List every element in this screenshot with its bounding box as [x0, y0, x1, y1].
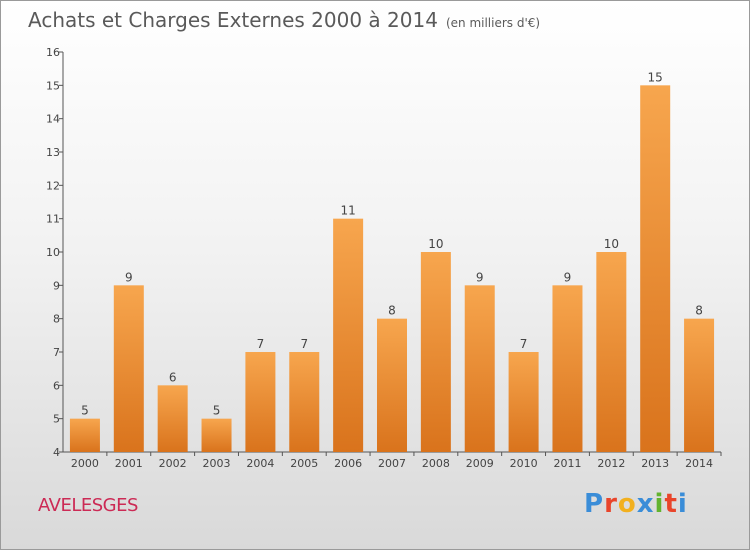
x-tick-label-2010: 2010 — [510, 457, 538, 470]
brand-letter: o — [617, 489, 637, 519]
chart-title: Achats et Charges Externes 2000 à 2014 (e… — [28, 8, 540, 32]
x-tick-label-2004: 2004 — [246, 457, 274, 470]
y-tick-label: 8 — [53, 313, 60, 326]
brand-letter: t — [664, 489, 678, 519]
y-tick-label: 10 — [46, 246, 60, 259]
x-tick-label-2000: 2000 — [71, 457, 99, 470]
bar-2007[interactable] — [377, 318, 407, 452]
brand-letter: i — [677, 489, 688, 519]
x-tick-label-2007: 2007 — [378, 457, 406, 470]
proxiti-logo[interactable]: Proxiti — [584, 489, 688, 519]
bars: 5 9 6 5 7 7 11 8 10 9 7 9 10 15 8 — [69, 70, 715, 452]
bar-2004[interactable] — [245, 352, 276, 452]
data-label-2003: 5 — [213, 404, 221, 418]
x-tick-label-2009: 2009 — [466, 457, 494, 470]
brand-letter: r — [604, 489, 618, 519]
bar-2011[interactable] — [552, 285, 583, 452]
data-label-2006: 11 — [340, 204, 355, 218]
data-label-2011: 9 — [564, 270, 572, 284]
commune-name: AVELESGES — [38, 495, 138, 516]
x-tick-label-2006: 2006 — [334, 457, 362, 470]
y-tick-label: 12 — [46, 179, 60, 192]
x-tick-label-2012: 2012 — [597, 457, 625, 470]
bar-2014[interactable] — [684, 318, 715, 452]
data-label-2008: 10 — [428, 237, 443, 251]
y-tick-label: 7 — [53, 346, 60, 359]
chart-subtitle: (en milliers d'€) — [445, 16, 541, 30]
data-label-2000: 5 — [81, 404, 89, 418]
y-tick-label: 11 — [46, 213, 60, 226]
chart-title-text: Achats et Charges Externes 2000 à 2014 — [28, 8, 438, 32]
bar-2013[interactable] — [640, 85, 671, 452]
data-label-2005: 7 — [300, 337, 308, 351]
bar-2008[interactable] — [420, 252, 451, 452]
x-tick-label-2001: 2001 — [115, 457, 143, 470]
data-label-2010: 7 — [520, 337, 528, 351]
data-label-2014: 8 — [695, 304, 703, 318]
y-tick-label: 9 — [53, 279, 60, 292]
data-label-2013: 15 — [648, 70, 663, 84]
bar-2002[interactable] — [157, 385, 188, 452]
x-axis-ticks: 2000 2001 2002 2003 2004 2005 2006 2007 2008 2009… — [71, 452, 722, 470]
x-tick-label-2003: 2003 — [203, 457, 231, 470]
bar-2012[interactable] — [596, 252, 627, 452]
y-tick-label: 4 — [53, 446, 60, 459]
x-tick-label-2008: 2008 — [422, 457, 450, 470]
brand-letter: P — [584, 489, 605, 519]
bar-2009[interactable] — [464, 285, 495, 452]
y-tick-label: 5 — [53, 413, 60, 426]
y-tick-label: 6 — [53, 379, 60, 392]
data-label-2012: 10 — [604, 237, 619, 251]
data-label-2001: 9 — [125, 270, 133, 284]
data-label-2009: 9 — [476, 270, 484, 284]
bar-2005[interactable] — [289, 352, 320, 452]
data-label-2007: 8 — [388, 304, 396, 318]
brand-letter: x — [636, 489, 655, 519]
bar-2010[interactable] — [508, 352, 539, 452]
bar-2003[interactable] — [201, 418, 232, 452]
x-tick-label-2014: 2014 — [685, 457, 713, 470]
data-label-2002: 6 — [169, 370, 177, 384]
x-tick-label-2005: 2005 — [290, 457, 318, 470]
data-label-2004: 7 — [257, 337, 265, 351]
y-tick-label: 13 — [46, 146, 60, 159]
y-tick-label: 16 — [46, 46, 60, 59]
y-axis-ticks: 4 5 6 7 8 9 10 11 12 13 14 15 16 — [46, 46, 63, 459]
brand-letter: i — [654, 489, 665, 519]
bar-2001[interactable] — [113, 285, 144, 452]
x-tick-label-2002: 2002 — [159, 457, 187, 470]
bar-2000[interactable] — [69, 418, 100, 452]
x-tick-label-2011: 2011 — [553, 457, 581, 470]
x-tick-label-2013: 2013 — [641, 457, 669, 470]
y-tick-label: 15 — [46, 79, 60, 92]
y-tick-label: 14 — [46, 113, 60, 126]
bar-2006[interactable] — [333, 218, 364, 452]
